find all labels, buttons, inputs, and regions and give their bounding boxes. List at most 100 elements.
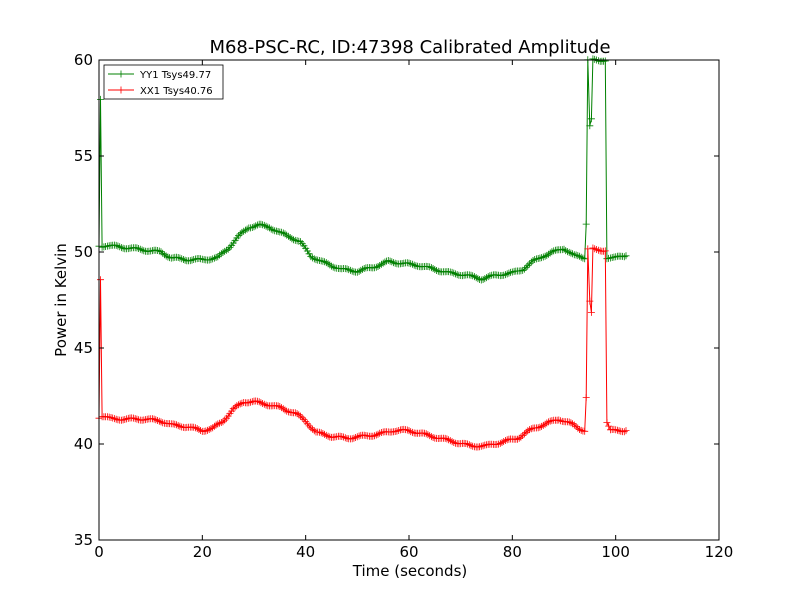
data-point: [570, 421, 578, 429]
data-point: [563, 248, 571, 256]
data-point: [262, 401, 270, 409]
data-point: [579, 254, 587, 262]
data-point: [562, 247, 570, 255]
data-point: [305, 250, 313, 258]
data-point: [582, 220, 590, 228]
data-point: [300, 416, 308, 424]
data-point: [584, 245, 592, 253]
data-point: [448, 438, 456, 446]
data-point: [467, 442, 475, 450]
data-point: [267, 225, 275, 233]
data-point: [622, 252, 630, 260]
data-point: [429, 434, 437, 441]
data-point: [587, 308, 595, 316]
plot-frame: [98, 59, 720, 541]
data-point: [574, 252, 582, 260]
legend-label: XX1 Tsys40.76: [140, 86, 213, 97]
data-point: [353, 433, 361, 441]
data-point: [117, 244, 125, 252]
plot-area: [99, 60, 719, 540]
data-point: [319, 430, 327, 437]
data-point: [620, 253, 628, 261]
data-point: [171, 420, 179, 428]
data-point: [393, 427, 401, 435]
data-point: [448, 268, 456, 276]
data-point: [586, 122, 594, 130]
data-point: [259, 400, 267, 407]
data-point: [343, 265, 351, 273]
data-point: [260, 400, 268, 408]
data-point: [427, 433, 435, 441]
data-point: [519, 266, 527, 274]
data-point: [496, 439, 504, 447]
data-point: [329, 263, 337, 271]
data-point: [408, 260, 416, 268]
data-point: [603, 419, 611, 426]
y-tick-label: 50: [74, 243, 93, 261]
data-point: [205, 426, 213, 433]
data-point: [484, 273, 492, 281]
chart-title: M68-PSC-RC, ID:47398 Calibrated Amplitud…: [209, 37, 610, 58]
data-point: [269, 226, 277, 234]
data-point: [515, 434, 523, 442]
data-point: [341, 434, 349, 442]
data-point: [176, 254, 184, 262]
data-point: [121, 416, 129, 423]
data-point: [433, 267, 441, 274]
data-point: [555, 416, 563, 424]
data-point: [157, 418, 165, 426]
data-point: [229, 405, 237, 413]
data-point: [164, 253, 172, 261]
data-point: [283, 407, 291, 415]
data-point: [186, 257, 194, 265]
data-point: [154, 247, 162, 254]
data-point: [136, 245, 144, 253]
data-point: [531, 256, 539, 263]
data-point: [191, 424, 199, 432]
data-point: [278, 228, 286, 236]
data-point: [129, 414, 137, 422]
data-point: [178, 255, 186, 263]
data-point: [214, 420, 222, 428]
legend-box: [103, 64, 224, 100]
data-point: [405, 427, 413, 435]
data-point: [421, 429, 428, 437]
data-point: [501, 437, 509, 444]
data-point: [303, 247, 311, 255]
data-point: [612, 426, 620, 434]
data-point: [369, 432, 377, 440]
data-point: [388, 258, 396, 266]
data-point: [190, 423, 198, 431]
data-point: [376, 429, 384, 437]
data-point: [281, 406, 289, 414]
data-point: [591, 245, 599, 253]
data-point: [212, 421, 220, 429]
data-point: [446, 437, 454, 445]
data-point: [305, 422, 313, 430]
x-tick-label: 100: [601, 543, 630, 561]
data-point: [620, 428, 628, 436]
data-point: [582, 394, 590, 401]
series-layer: [95, 55, 630, 451]
data-point: [150, 415, 158, 423]
data-point: [357, 266, 365, 274]
y-tick-label: 45: [74, 339, 93, 357]
data-point: [248, 224, 256, 231]
data-point: [581, 255, 589, 263]
data-point: [188, 256, 196, 264]
data-point: [526, 426, 534, 434]
data-point: [462, 440, 470, 447]
data-point: [355, 432, 363, 440]
legend-marker: [117, 70, 125, 78]
data-point: [173, 421, 180, 429]
data-point: [426, 432, 434, 440]
data-point: [408, 428, 416, 436]
data-point: [123, 415, 131, 423]
data-point: [345, 266, 353, 274]
data-point: [601, 57, 609, 65]
data-point: [403, 426, 411, 434]
legend-marker: [117, 86, 125, 94]
data-point: [586, 297, 594, 305]
data-point: [431, 266, 439, 273]
data-point: [111, 415, 118, 423]
